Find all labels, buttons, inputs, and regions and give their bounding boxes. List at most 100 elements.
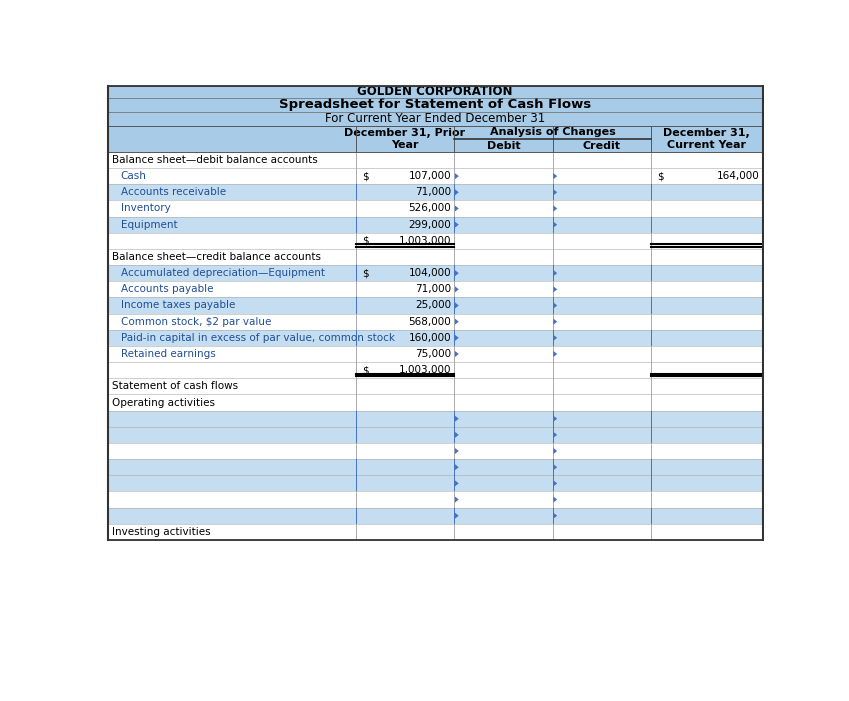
- Text: Accounts payable: Accounts payable: [121, 285, 213, 294]
- Bar: [108, 443, 762, 459]
- Text: $: $: [362, 268, 368, 278]
- Text: 25,000: 25,000: [415, 301, 451, 311]
- Bar: [108, 329, 762, 346]
- Bar: [108, 362, 762, 379]
- Text: 104,000: 104,000: [408, 268, 451, 278]
- Polygon shape: [554, 286, 557, 292]
- Bar: [108, 184, 762, 200]
- Polygon shape: [455, 189, 458, 196]
- Polygon shape: [554, 270, 557, 276]
- Text: Debit: Debit: [486, 141, 520, 151]
- Text: For Current Year Ended December 31: For Current Year Ended December 31: [325, 112, 545, 125]
- Polygon shape: [455, 480, 458, 486]
- Bar: [108, 313, 762, 329]
- Bar: [108, 86, 762, 540]
- Polygon shape: [554, 205, 557, 212]
- Polygon shape: [554, 416, 557, 422]
- Polygon shape: [455, 270, 458, 276]
- Polygon shape: [455, 464, 458, 470]
- Bar: [108, 217, 762, 233]
- Text: Accumulated depreciation—Equipment: Accumulated depreciation—Equipment: [121, 268, 325, 278]
- Text: $: $: [362, 171, 368, 181]
- Text: Operating activities: Operating activities: [111, 397, 215, 407]
- Polygon shape: [554, 189, 557, 196]
- Text: Retained earnings: Retained earnings: [121, 349, 216, 359]
- Bar: [108, 491, 762, 508]
- Text: 526,000: 526,000: [408, 203, 451, 214]
- Bar: [108, 346, 762, 362]
- Polygon shape: [455, 432, 458, 438]
- Text: Investing activities: Investing activities: [111, 527, 211, 537]
- Bar: [108, 395, 762, 411]
- Polygon shape: [554, 448, 557, 454]
- Polygon shape: [554, 351, 557, 357]
- Text: GOLDEN CORPORATION: GOLDEN CORPORATION: [357, 86, 513, 98]
- Bar: [108, 427, 762, 443]
- Bar: [108, 459, 762, 475]
- Polygon shape: [554, 464, 557, 470]
- Text: $: $: [362, 365, 368, 375]
- Polygon shape: [554, 480, 557, 486]
- Text: 299,000: 299,000: [408, 219, 451, 230]
- Bar: [108, 249, 762, 265]
- Bar: [108, 297, 762, 313]
- Polygon shape: [455, 416, 458, 422]
- Polygon shape: [455, 512, 458, 519]
- Polygon shape: [455, 496, 458, 503]
- Polygon shape: [554, 222, 557, 228]
- Bar: [108, 379, 762, 395]
- Polygon shape: [554, 173, 557, 179]
- Text: December 31,
Current Year: December 31, Current Year: [663, 128, 751, 149]
- Polygon shape: [554, 496, 557, 503]
- Text: Common stock, $2 par value: Common stock, $2 par value: [121, 317, 271, 327]
- Polygon shape: [455, 318, 458, 325]
- Text: Balance sheet—debit balance accounts: Balance sheet—debit balance accounts: [111, 155, 318, 165]
- Bar: [108, 112, 762, 125]
- Text: Equipment: Equipment: [121, 219, 177, 230]
- Polygon shape: [554, 512, 557, 519]
- Text: Spreadsheet for Statement of Cash Flows: Spreadsheet for Statement of Cash Flows: [279, 98, 591, 111]
- Bar: [108, 86, 762, 98]
- Text: Statement of cash flows: Statement of cash flows: [111, 381, 238, 391]
- Bar: [108, 508, 762, 524]
- Text: 71,000: 71,000: [415, 187, 451, 197]
- Bar: [108, 152, 762, 168]
- Bar: [108, 475, 762, 491]
- Text: 71,000: 71,000: [415, 285, 451, 294]
- Text: Cash: Cash: [121, 171, 147, 181]
- Polygon shape: [455, 286, 458, 292]
- Bar: [108, 98, 762, 112]
- Bar: [108, 168, 762, 184]
- Text: Accounts receivable: Accounts receivable: [121, 187, 226, 197]
- Text: 164,000: 164,000: [717, 171, 760, 181]
- Text: 1,003,000: 1,003,000: [398, 365, 451, 375]
- Polygon shape: [554, 318, 557, 325]
- Text: 1,003,000: 1,003,000: [398, 236, 451, 246]
- Text: Balance sheet—credit balance accounts: Balance sheet—credit balance accounts: [111, 252, 321, 262]
- Bar: [108, 233, 762, 249]
- Text: 107,000: 107,000: [408, 171, 451, 181]
- Bar: [108, 281, 762, 297]
- Text: $: $: [362, 236, 368, 246]
- Bar: [108, 200, 762, 217]
- Text: 160,000: 160,000: [408, 333, 451, 343]
- Text: Credit: Credit: [582, 141, 621, 151]
- Polygon shape: [455, 205, 458, 212]
- Text: 75,000: 75,000: [415, 349, 451, 359]
- Bar: [108, 524, 762, 540]
- Polygon shape: [554, 302, 557, 308]
- Text: Income taxes payable: Income taxes payable: [121, 301, 235, 311]
- Polygon shape: [554, 335, 557, 341]
- Bar: [108, 125, 762, 152]
- Polygon shape: [455, 222, 458, 228]
- Polygon shape: [455, 302, 458, 308]
- Text: Analysis of Changes: Analysis of Changes: [490, 128, 616, 137]
- Polygon shape: [455, 448, 458, 454]
- Text: December 31, Prior
Year: December 31, Prior Year: [345, 128, 465, 149]
- Text: Inventory: Inventory: [121, 203, 171, 214]
- Polygon shape: [455, 335, 458, 341]
- Text: Paid-in capital in excess of par value, common stock: Paid-in capital in excess of par value, …: [121, 333, 395, 343]
- Polygon shape: [554, 432, 557, 438]
- Bar: [108, 265, 762, 281]
- Bar: [108, 411, 762, 427]
